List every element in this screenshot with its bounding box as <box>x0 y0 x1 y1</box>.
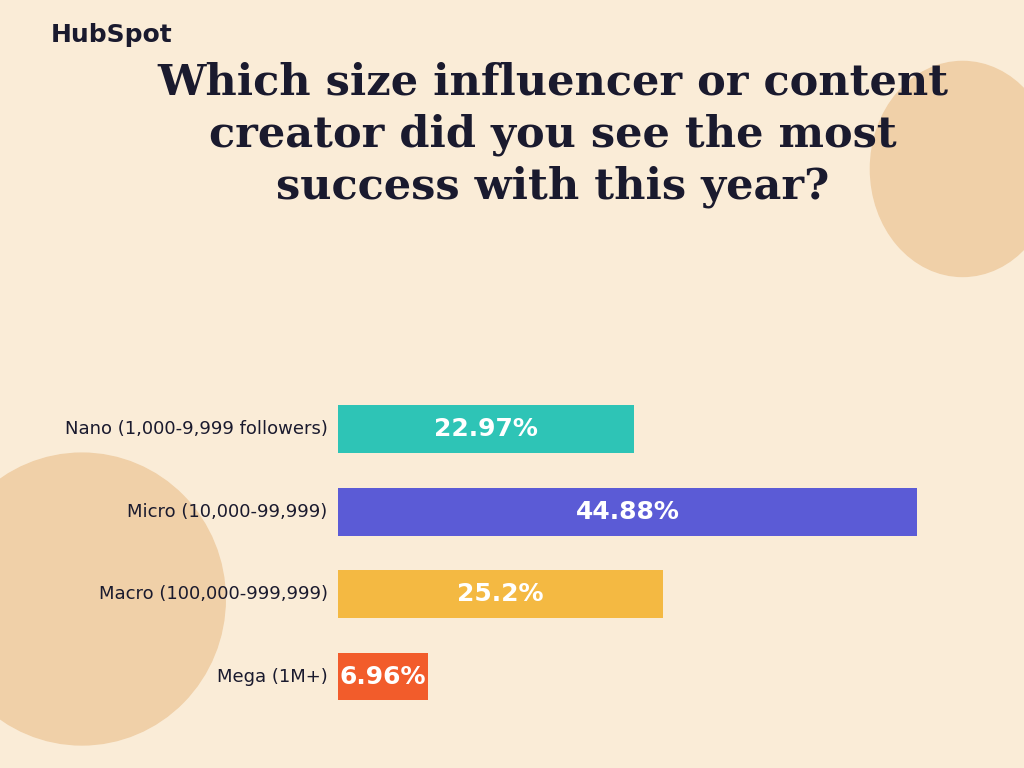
Text: Mega (1M+): Mega (1M+) <box>217 667 328 686</box>
Text: 22.97%: 22.97% <box>434 417 538 442</box>
Bar <box>338 653 428 700</box>
Text: Macro (100,000-999,999): Macro (100,000-999,999) <box>98 585 328 603</box>
Text: 44.88%: 44.88% <box>575 500 679 524</box>
Text: 25.2%: 25.2% <box>458 582 544 606</box>
Ellipse shape <box>0 453 225 745</box>
Ellipse shape <box>870 61 1024 276</box>
Bar <box>338 406 634 453</box>
Text: HubSpot: HubSpot <box>51 23 173 47</box>
Text: Micro (10,000-99,999): Micro (10,000-99,999) <box>127 503 328 521</box>
Text: Nano (1,000-9,999 followers): Nano (1,000-9,999 followers) <box>65 420 328 439</box>
Text: 6.96%: 6.96% <box>340 664 426 689</box>
Bar <box>338 571 664 618</box>
Text: Which size influencer or content
creator did you see the most
success with this : Which size influencer or content creator… <box>158 61 948 208</box>
Bar <box>338 488 916 535</box>
